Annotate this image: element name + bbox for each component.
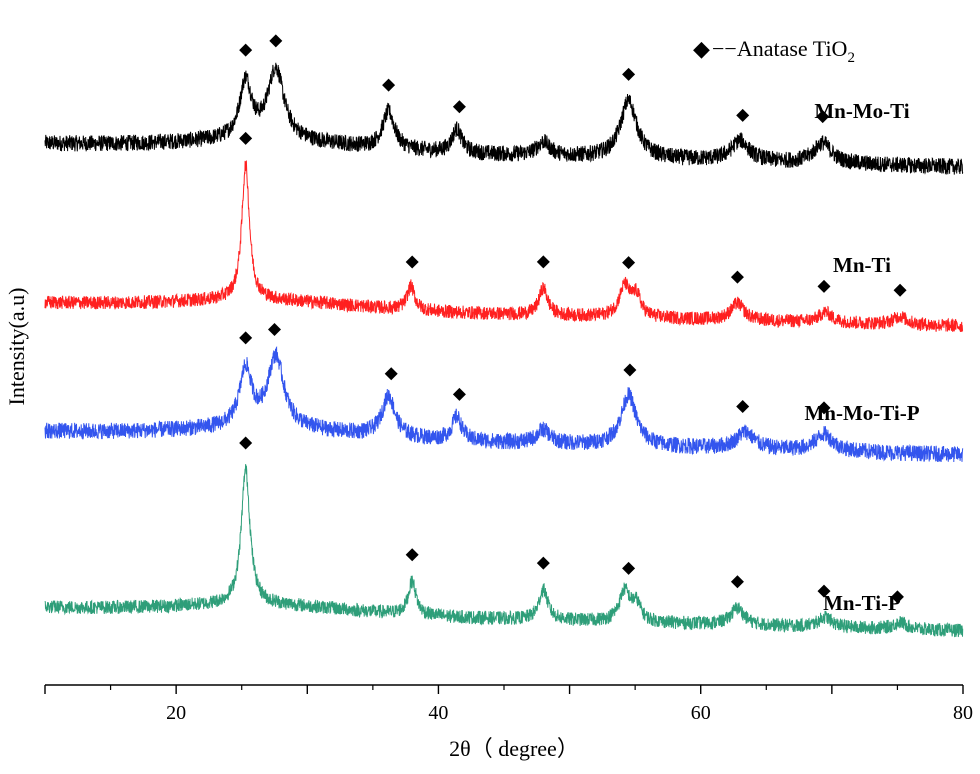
anatase-marker [239, 131, 253, 145]
anatase-marker [382, 78, 396, 92]
anatase-marker [405, 255, 419, 269]
series-label-layer: Mn-Mo-Ti Mn-Ti Mn-Mo-Ti-P Mn-Ti-P [804, 99, 919, 615]
anatase-marker [817, 279, 831, 293]
x-tick-label: 80 [953, 702, 973, 724]
x-tick-label: 40 [428, 702, 448, 724]
x-axis-title: 2θ（ degree） [449, 736, 579, 761]
legend-label-subscript: 2 [847, 50, 855, 66]
series-line-mn-ti [44, 159, 964, 333]
anatase-marker [452, 100, 466, 114]
anatase-marker [405, 548, 419, 562]
anatase-marker [736, 400, 750, 414]
anatase-marker [893, 283, 907, 297]
anatase-marker [384, 367, 398, 381]
anatase-marker [816, 110, 830, 124]
anatase-marker [622, 67, 636, 81]
anatase-marker [623, 363, 637, 377]
anatase-marker [730, 575, 744, 589]
anatase-marker [817, 401, 831, 415]
series-label: Mn-Ti [833, 253, 891, 277]
y-axis-title: Intensity(a.u) [4, 288, 29, 406]
series-line-mn-mo-ti [44, 62, 964, 175]
anatase-marker [452, 387, 466, 401]
anatase-marker [239, 331, 253, 345]
anatase-marker [622, 561, 636, 575]
legend-marker-icon: ◆ [693, 36, 710, 61]
anatase-marker [736, 108, 750, 122]
axis-layer: 20 40 60 80 [44, 684, 973, 724]
x-tick-label: 60 [691, 702, 711, 724]
anatase-marker [817, 584, 831, 598]
anatase-marker [730, 270, 744, 284]
anatase-marker [239, 436, 253, 450]
series-layer [44, 62, 964, 638]
series-label: Mn-Mo-Ti-P [804, 401, 919, 425]
anatase-marker [890, 590, 904, 604]
series-label: Mn-Ti-P [823, 591, 901, 615]
x-tick-label: 20 [166, 702, 186, 724]
anatase-marker [239, 43, 253, 57]
anatase-marker [268, 322, 281, 336]
series-label: Mn-Mo-Ti [814, 99, 909, 123]
legend-label: −−Anatase TiO2 [712, 36, 855, 66]
legend: ◆ −−Anatase TiO2 [693, 36, 855, 66]
legend-label-text: −−Anatase TiO [712, 36, 847, 61]
series-line-mn-ti-p [44, 464, 964, 638]
anatase-marker [536, 556, 550, 570]
series-line-mn-mo-ti-p [44, 346, 964, 463]
anatase-marker [536, 255, 550, 269]
anatase-marker [269, 34, 283, 48]
x-ticks: 20 40 60 80 [44, 685, 973, 724]
anatase-marker [622, 256, 636, 270]
marker-layer [239, 34, 907, 604]
